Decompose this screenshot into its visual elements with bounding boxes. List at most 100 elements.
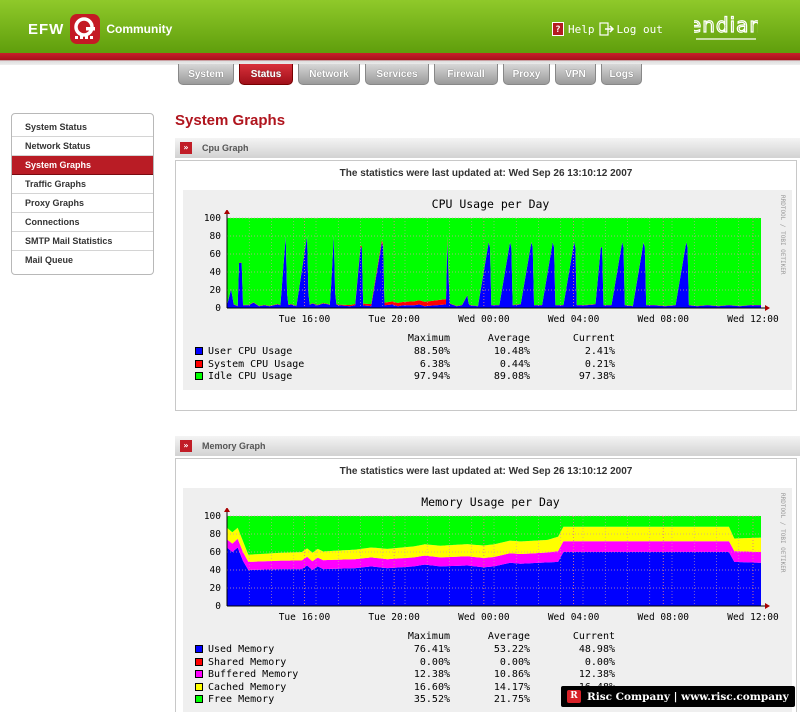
efw-logo[interactable]: EFW Community <box>28 12 172 46</box>
sidebar-item-mail-queue[interactable]: Mail Queue <box>25 255 74 265</box>
endian-logo-text: endian <box>694 13 758 37</box>
sidebar-item-traffic-graphs[interactable]: Traffic Graphs <box>12 175 153 194</box>
y-tick-label: 80 <box>210 529 222 540</box>
legend-swatch <box>195 645 203 653</box>
stats-row: User CPU Usage 88.50% 10.48% 2.41% <box>195 346 635 358</box>
x-tick-label: Tue 20:00 <box>368 314 420 325</box>
watermark-text: Risc Company | www.risc.company <box>587 690 789 703</box>
x-tick-label: Wed 12:00 <box>727 612 779 623</box>
legend-label: Idle CPU Usage <box>208 371 293 383</box>
stats-column-header: Current <box>572 631 615 642</box>
stats-row: System CPU Usage 6.38% 0.44% 0.21% <box>195 359 635 371</box>
memory-updated-text: The statistics were last updated at: Wed… <box>339 466 633 477</box>
y-tick-label: 80 <box>210 231 222 242</box>
x-tick-label: Wed 12:00 <box>727 314 779 325</box>
sidebar: System Status Network Status System Graphs… <box>11 113 154 275</box>
main-tabs: System Status Network Services Firewall Proxy… <box>178 64 642 85</box>
help-icon[interactable]: ? <box>552 22 564 36</box>
y-tick-label: 100 <box>204 213 221 224</box>
sidebar-item-system-status[interactable]: System Status <box>12 118 153 137</box>
legend-label: System CPU Usage <box>208 358 305 370</box>
legend-swatch <box>195 372 203 381</box>
stats-column-header: Current <box>572 333 615 344</box>
y-tick-label: 0 <box>215 303 221 314</box>
sidebar-item-system-graphs[interactable]: System Graphs <box>12 156 153 175</box>
logo-community-text: Community <box>106 22 173 36</box>
x-tick-label: Wed 00:00 <box>458 314 510 325</box>
legend-label: Free Memory <box>208 694 275 706</box>
legend-label: Cached Memory <box>208 681 287 693</box>
stat-avg: 10.86% <box>493 669 530 681</box>
legend-swatch <box>195 670 203 679</box>
stats-column-header: Average <box>487 333 530 344</box>
legend-swatch <box>195 359 203 368</box>
y-tick-label: 100 <box>204 511 221 522</box>
stats-header-row: Maximum Average Current <box>195 333 635 345</box>
memory-chart: 0 20 40 60 80 100 Tue 16:00 Tue 20:00 Wed 00:00 W… <box>204 508 779 623</box>
cpu-graph-title: CPU Usage per Day <box>431 197 550 211</box>
stat-cur: 12.38% <box>578 669 615 681</box>
memory-section-header[interactable]: » Memory Graph <box>175 436 800 456</box>
stat-cur: 0.21% <box>584 358 615 370</box>
stat-avg: 21.75% <box>493 694 530 706</box>
logout-icon[interactable] <box>598 22 615 36</box>
x-axis-arrow <box>765 305 770 311</box>
collapse-icon[interactable]: » <box>180 142 192 154</box>
legend-label: Buffered Memory <box>208 669 299 681</box>
sidebar-item-smtp-mail-statistics[interactable]: SMTP Mail Statistics <box>12 232 153 251</box>
y-tick-label: 40 <box>210 565 222 576</box>
stat-avg: 10.48% <box>493 346 530 357</box>
memory-stats-legend: Maximum Average Current Used Memory 76.41% 53… <box>195 631 635 707</box>
tab-logs[interactable]: Logs <box>601 64 642 85</box>
x-tick-label: Wed 04:00 <box>548 314 600 325</box>
stat-max: 0.00% <box>419 656 450 668</box>
cpu-section-header[interactable]: » Cpu Graph <box>175 138 800 158</box>
y-axis-arrow <box>224 508 230 512</box>
help-link[interactable]: Help <box>568 22 595 36</box>
watermark: R Risc Company | www.risc.company <box>561 686 795 707</box>
tab-services[interactable]: Services <box>365 64 429 85</box>
tab-status[interactable]: Status <box>239 64 293 85</box>
rrdtool-tag: RRDTOOL / TOBI OETIKER <box>779 195 786 275</box>
legend-swatch <box>195 695 203 704</box>
stat-avg: 0.44% <box>499 358 530 370</box>
x-tick-label: Wed 08:00 <box>638 612 690 623</box>
stat-avg: 89.08% <box>493 371 530 383</box>
y-tick-label: 0 <box>215 601 221 612</box>
tab-firewall[interactable]: Firewall <box>434 64 498 85</box>
y-tick-label: 60 <box>210 249 222 260</box>
y-axis-arrow <box>224 210 230 214</box>
y-tick-label: 20 <box>210 583 222 594</box>
stat-max: 76.41% <box>413 644 450 655</box>
stats-row: Used Memory 76.41% 53.22% 48.98% <box>195 644 635 656</box>
stat-max: 97.94% <box>413 371 450 383</box>
sidebar-item-connections[interactable]: Connections <box>12 213 153 232</box>
x-tick-label: Tue 16:00 <box>279 314 331 325</box>
legend-label: Used Memory <box>208 644 275 655</box>
logo-efw-text: EFW <box>28 20 65 38</box>
cpu-section-title: Cpu Graph <box>202 143 249 153</box>
page-title: System Graphs <box>175 112 286 129</box>
memory-section-title: Memory Graph <box>202 441 266 451</box>
collapse-icon[interactable]: » <box>180 440 192 452</box>
stat-max: 16.60% <box>413 681 450 693</box>
memory-graph-title: Memory Usage per Day <box>421 495 560 509</box>
sidebar-item-network-status[interactable]: Network Status <box>12 137 153 156</box>
stats-row: Idle CPU Usage 97.94% 89.08% 97.38% <box>195 371 635 383</box>
cpu-stats-legend: Maximum Average Current User CPU Usage 88.50… <box>195 333 635 383</box>
legend-label: Shared Memory <box>208 656 287 668</box>
stat-avg: 0.00% <box>499 656 530 668</box>
logout-link[interactable]: Log out <box>616 22 663 36</box>
top-links: ? Help Log out <box>552 22 663 36</box>
tab-network[interactable]: Network <box>298 64 360 85</box>
sidebar-item-proxy-graphs[interactable]: Proxy Graphs <box>12 194 153 213</box>
tab-vpn[interactable]: VPN <box>555 64 596 85</box>
stat-max: 12.38% <box>413 669 450 681</box>
tab-proxy[interactable]: Proxy <box>503 64 550 85</box>
endian-logo[interactable]: endian <box>694 8 758 42</box>
stat-cur: 2.41% <box>584 346 615 357</box>
x-tick-label: Wed 08:00 <box>638 314 690 325</box>
tab-system[interactable]: System <box>178 64 234 85</box>
header-divider <box>0 53 800 65</box>
